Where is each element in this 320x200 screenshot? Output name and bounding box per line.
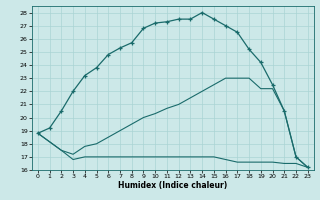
X-axis label: Humidex (Indice chaleur): Humidex (Indice chaleur) — [118, 181, 228, 190]
